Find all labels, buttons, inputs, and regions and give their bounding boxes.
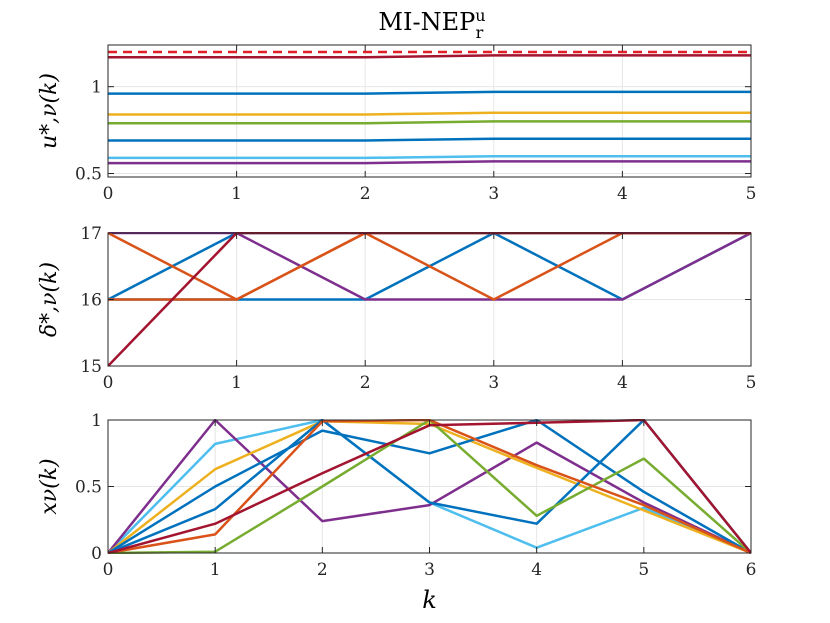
chart-panel-2: 0 1 2 3 4 5 15 16 17 δ*,ν(k) xyxy=(37,224,756,393)
x-tick-label: 1 xyxy=(231,373,242,393)
x-tick-label: 6 xyxy=(746,560,757,580)
x-tick-label: 3 xyxy=(488,373,499,393)
x-tick-label: 4 xyxy=(531,560,542,580)
chart-panel-3: 0 1 2 3 4 5 6 0 0.5 1 xν(k) k xyxy=(37,411,756,614)
y-tick-label: 0 xyxy=(91,544,102,564)
x-tick-label: 4 xyxy=(617,184,628,204)
series-group xyxy=(108,50,751,165)
series-line-7 xyxy=(108,160,751,165)
x-tick-label: 0 xyxy=(103,560,114,580)
chart-panel-1: 0 1 2 3 4 5 0.5 1 u*,ν(k) xyxy=(37,44,757,204)
y-tick-label: 1 xyxy=(91,78,102,98)
series-line-1 xyxy=(108,54,751,59)
y-tick-label: 1 xyxy=(91,411,102,431)
x-axis-label: k xyxy=(422,586,437,614)
series-line-4 xyxy=(108,120,751,125)
y-tick-label: 0.5 xyxy=(75,165,102,185)
y-axis-label: xν(k) xyxy=(37,458,62,514)
series-line-4 xyxy=(108,419,751,554)
y-tick-label: 15 xyxy=(80,357,102,377)
x-tick-label: 0 xyxy=(103,373,114,393)
series-line-2 xyxy=(108,90,751,95)
x-tick-label: 4 xyxy=(617,373,628,393)
series-line-6 xyxy=(108,154,751,160)
x-tick-label: 1 xyxy=(210,560,221,580)
y-tick-label: 16 xyxy=(80,291,102,311)
x-tick-label: 2 xyxy=(360,373,371,393)
x-tick-label: 0 xyxy=(103,184,114,204)
series-line-3 xyxy=(108,111,751,116)
y-tick-label: 0.5 xyxy=(75,478,102,498)
x-tick-label: 2 xyxy=(317,560,328,580)
x-tick-label: 5 xyxy=(638,560,649,580)
series-line-5 xyxy=(108,137,751,142)
figure-title-superscript: u xyxy=(475,6,485,25)
y-axis-label: u*,ν(k) xyxy=(37,73,62,149)
y-tick-label: 17 xyxy=(80,224,102,244)
x-tick-label: 5 xyxy=(746,373,757,393)
x-tick-label: 1 xyxy=(231,184,242,204)
figure-title-subscript: r xyxy=(476,23,484,42)
y-axis-label: δ*,ν(k) xyxy=(37,262,62,337)
x-tick-label: 3 xyxy=(424,560,435,580)
x-tick-label: 5 xyxy=(746,184,757,204)
axes-frame xyxy=(107,44,752,178)
x-tick-label: 2 xyxy=(360,184,371,204)
figure-title: MI-NEPu r xyxy=(378,6,485,42)
x-tick-label: 3 xyxy=(488,184,499,204)
